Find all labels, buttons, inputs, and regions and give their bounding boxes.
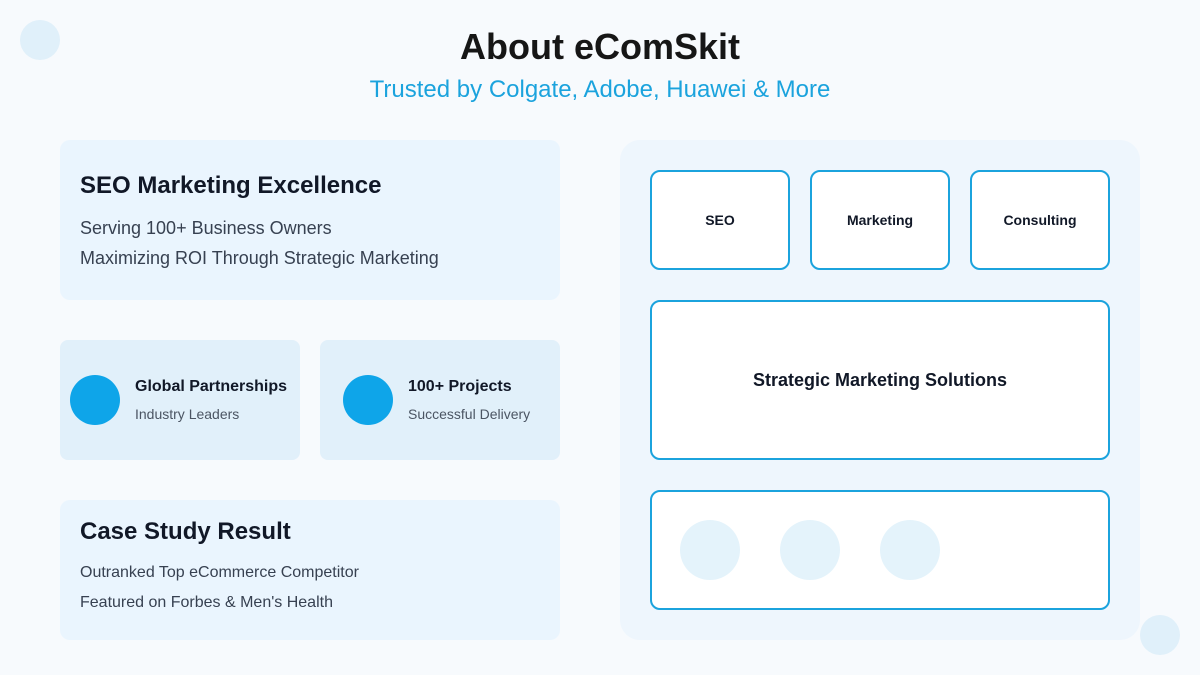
- stat-subtitle: Industry Leaders: [135, 406, 240, 422]
- service-box-marketing[interactable]: Marketing: [810, 170, 950, 270]
- page-title: About eComSkit: [459, 26, 740, 67]
- case-study-card: Case Study Result Outranked Top eCommerc…: [60, 500, 560, 640]
- logo-placeholder-circle: [780, 520, 840, 580]
- stat-title: 100+ Projects: [408, 378, 512, 395]
- stat-dot-icon: [70, 375, 120, 425]
- case-study-title: Case Study Result: [80, 518, 291, 545]
- intro-card-line: Serving 100+ Business Owners: [80, 218, 332, 238]
- service-box-consulting[interactable]: Consulting: [970, 170, 1110, 270]
- stat-subtitle: Successful Delivery: [408, 406, 531, 422]
- logo-placeholder-circle: [880, 520, 940, 580]
- page-subtitle: Trusted by Colgate, Adobe, Huawei & More: [369, 76, 831, 103]
- case-study-line: Featured on Forbes & Men's Health: [80, 594, 333, 611]
- service-box-seo[interactable]: SEO: [650, 170, 790, 270]
- stat-card-partnerships: Global Partnerships Industry Leaders: [60, 340, 300, 460]
- case-study-line: Outranked Top eCommerce Competitor: [80, 564, 359, 581]
- stat-dot-icon: [343, 375, 393, 425]
- stat-title: Global Partnerships: [135, 378, 288, 395]
- solutions-box[interactable]: Strategic Marketing Solutions: [650, 300, 1110, 460]
- logo-placeholder-circle: [680, 520, 740, 580]
- intro-card: SEO Marketing Excellence Serving 100+ Bu…: [60, 140, 560, 300]
- stat-card-projects: 100+ Projects Successful Delivery: [320, 340, 560, 460]
- decorative-circle-top-left: [20, 20, 60, 60]
- intro-card-title: SEO Marketing Excellence: [80, 172, 382, 199]
- intro-card-line: Maximizing ROI Through Strategic Marketi…: [80, 248, 439, 268]
- decorative-circle-bottom-right: [1140, 615, 1180, 655]
